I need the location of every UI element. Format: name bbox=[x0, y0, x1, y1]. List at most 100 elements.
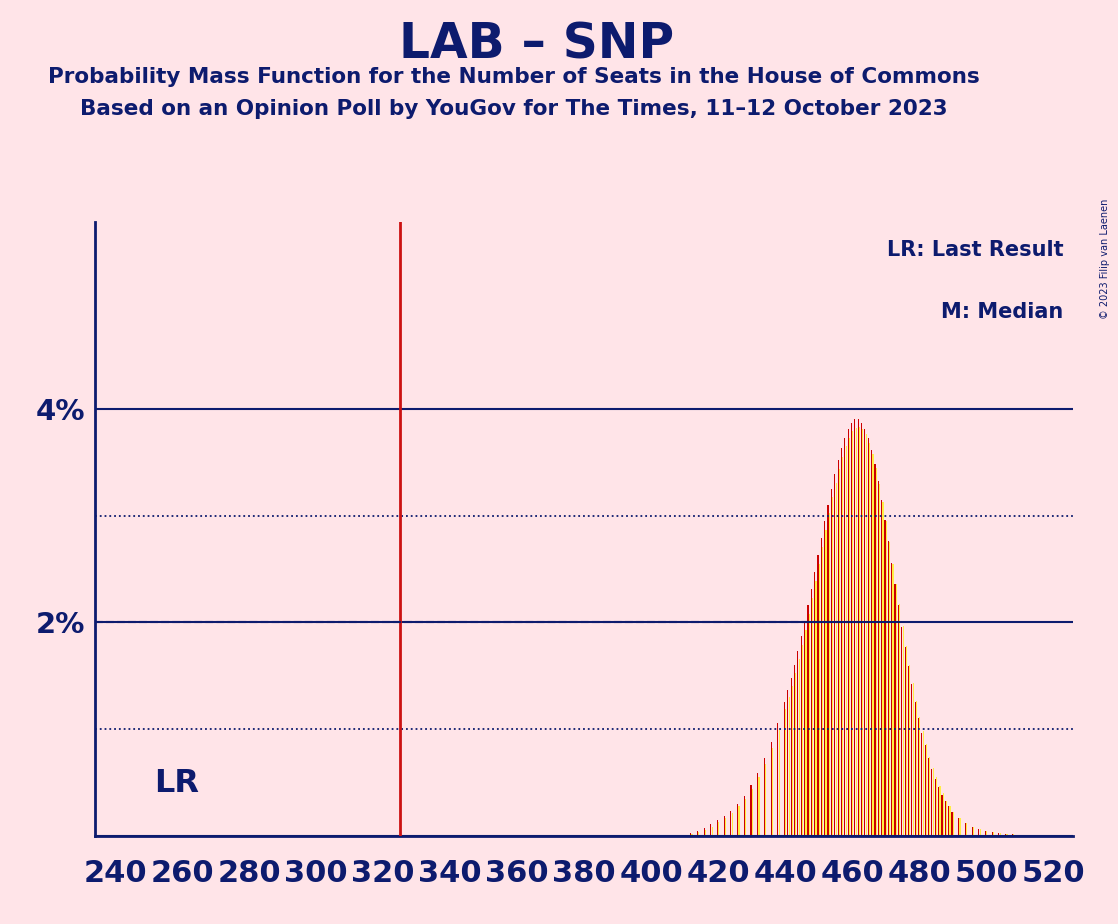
Text: 420: 420 bbox=[686, 858, 750, 888]
Bar bbox=[818, 564, 819, 836]
Bar bbox=[872, 454, 873, 836]
Text: 300: 300 bbox=[284, 858, 348, 888]
Bar bbox=[718, 822, 719, 836]
Bar bbox=[973, 827, 974, 836]
Bar bbox=[812, 598, 813, 836]
Bar bbox=[751, 789, 752, 836]
Bar bbox=[822, 547, 823, 836]
Bar bbox=[710, 824, 711, 836]
Bar bbox=[965, 823, 966, 836]
Bar bbox=[792, 686, 793, 836]
Bar bbox=[1005, 834, 1006, 836]
Bar bbox=[992, 832, 993, 836]
Bar bbox=[757, 773, 758, 836]
Bar bbox=[908, 666, 909, 836]
Bar bbox=[811, 590, 812, 836]
Bar bbox=[918, 718, 919, 836]
Bar bbox=[919, 716, 920, 836]
Bar bbox=[827, 505, 828, 836]
Bar bbox=[998, 833, 999, 836]
Bar bbox=[1039, 835, 1040, 836]
Bar bbox=[730, 810, 731, 836]
Bar bbox=[875, 468, 877, 836]
Bar bbox=[797, 651, 798, 836]
Bar bbox=[888, 541, 889, 836]
Bar bbox=[821, 538, 822, 836]
Text: 340: 340 bbox=[418, 858, 482, 888]
Text: LAB – SNP: LAB – SNP bbox=[399, 20, 674, 68]
Bar bbox=[909, 665, 910, 836]
Bar bbox=[1032, 835, 1033, 836]
Bar bbox=[892, 564, 893, 836]
Bar bbox=[842, 456, 843, 836]
Bar bbox=[882, 502, 883, 836]
Bar bbox=[704, 830, 707, 836]
Bar bbox=[828, 514, 830, 836]
Bar bbox=[941, 795, 942, 836]
Bar bbox=[807, 605, 808, 836]
Text: Probability Mass Function for the Number of Seats in the House of Commons: Probability Mass Function for the Number… bbox=[48, 67, 980, 87]
Bar bbox=[1006, 834, 1007, 836]
Bar bbox=[859, 427, 860, 836]
Bar bbox=[845, 446, 846, 836]
Bar bbox=[1040, 835, 1041, 836]
Bar bbox=[959, 818, 960, 836]
Bar bbox=[985, 831, 986, 836]
Bar bbox=[901, 626, 902, 836]
Bar bbox=[1013, 834, 1014, 836]
Bar bbox=[935, 779, 936, 836]
Bar bbox=[800, 637, 802, 836]
Bar bbox=[1012, 834, 1013, 836]
Bar bbox=[1025, 835, 1026, 836]
Bar bbox=[770, 742, 771, 836]
Text: 440: 440 bbox=[754, 858, 817, 888]
Bar bbox=[750, 784, 751, 836]
Bar bbox=[855, 428, 856, 836]
Bar bbox=[902, 626, 903, 836]
Bar bbox=[697, 831, 698, 836]
Bar bbox=[790, 678, 792, 836]
Bar bbox=[758, 777, 759, 836]
Bar bbox=[936, 777, 937, 836]
Text: LR: Last Result: LR: Last Result bbox=[887, 240, 1063, 261]
Bar bbox=[723, 816, 724, 836]
Bar bbox=[817, 555, 818, 836]
Bar bbox=[785, 709, 786, 836]
Bar bbox=[815, 581, 816, 836]
Bar bbox=[915, 701, 916, 836]
Text: 360: 360 bbox=[485, 858, 549, 888]
Bar bbox=[979, 829, 980, 836]
Bar bbox=[743, 796, 745, 836]
Bar bbox=[869, 443, 870, 836]
Bar bbox=[834, 474, 835, 836]
Bar bbox=[784, 701, 785, 836]
Bar bbox=[788, 698, 789, 836]
Bar bbox=[854, 419, 855, 836]
Bar bbox=[885, 521, 887, 836]
Bar bbox=[972, 827, 973, 836]
Bar bbox=[878, 481, 879, 836]
Text: 500: 500 bbox=[955, 858, 1018, 888]
Bar bbox=[871, 450, 872, 836]
Text: 400: 400 bbox=[619, 858, 683, 888]
Bar bbox=[691, 834, 693, 836]
Bar bbox=[958, 818, 959, 836]
Bar bbox=[949, 807, 950, 836]
Bar bbox=[864, 429, 865, 836]
Bar bbox=[852, 432, 853, 836]
Text: M: Median: M: Median bbox=[941, 301, 1063, 322]
Bar bbox=[898, 605, 899, 836]
Bar bbox=[884, 520, 885, 836]
Text: 380: 380 bbox=[552, 858, 616, 888]
Bar bbox=[951, 811, 953, 836]
Bar bbox=[953, 811, 954, 836]
Bar bbox=[698, 832, 700, 836]
Bar bbox=[916, 700, 917, 836]
Bar bbox=[906, 646, 907, 836]
Bar bbox=[894, 584, 896, 836]
Bar bbox=[832, 497, 833, 836]
Text: 520: 520 bbox=[1022, 858, 1084, 888]
Bar bbox=[899, 604, 900, 836]
Bar bbox=[787, 690, 788, 836]
Bar bbox=[921, 733, 922, 836]
